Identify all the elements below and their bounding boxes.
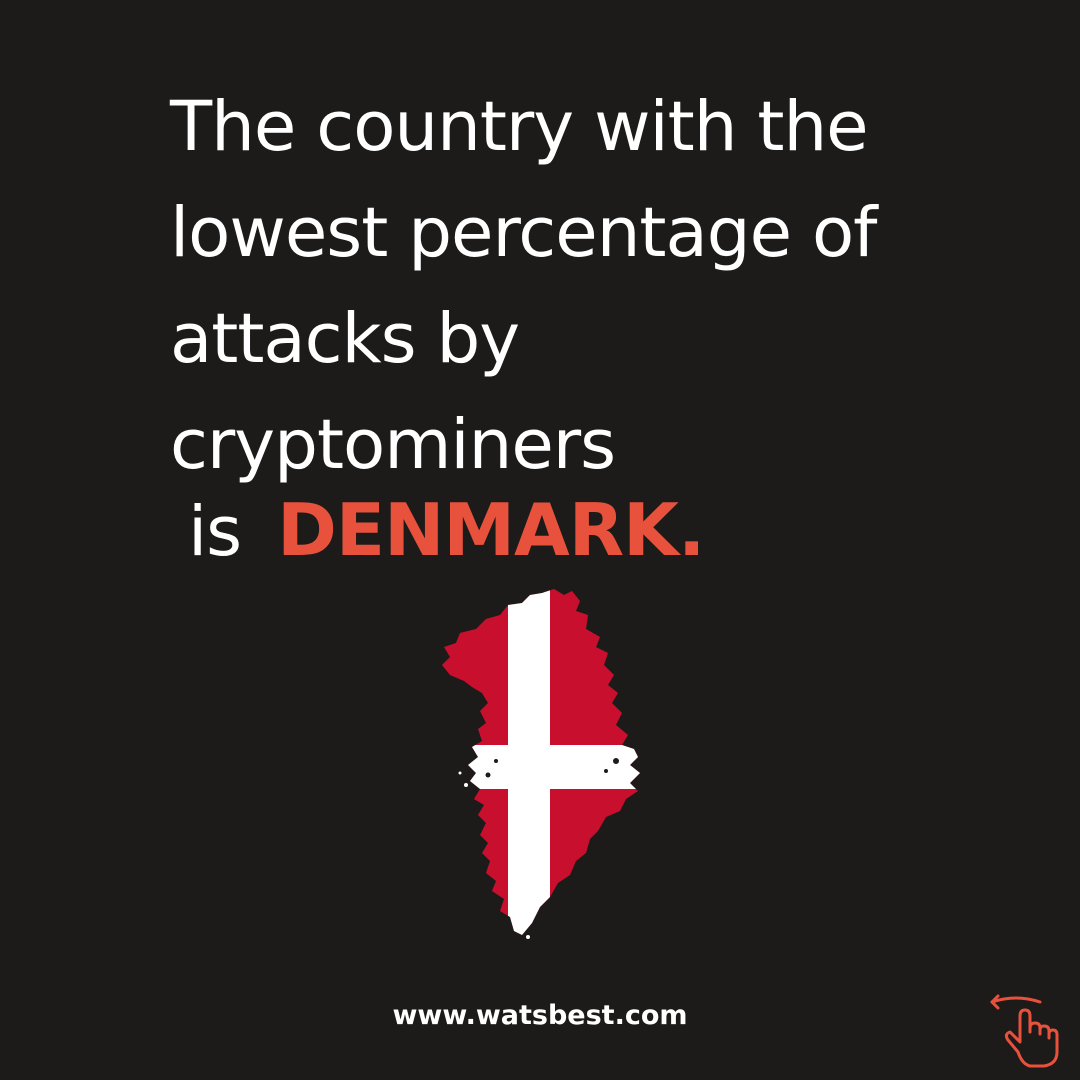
headline-line-2: lowest percentage of	[170, 193, 877, 273]
headline-line-1: The country with the	[170, 87, 869, 167]
website-url[interactable]: www.watsbest.com	[392, 1000, 688, 1031]
swipe-hand-icon[interactable]	[982, 990, 1062, 1070]
headline: The country with the lowest percentage o…	[170, 74, 1030, 498]
is-word: is	[188, 492, 242, 572]
answer-line: is DENMARK.	[188, 488, 705, 594]
country-name: DENMARK.	[277, 488, 705, 572]
headline-line-4: cryptominers	[170, 405, 616, 485]
headline-line-3: attacks by	[170, 299, 520, 379]
greenland-map-icon	[442, 589, 640, 939]
